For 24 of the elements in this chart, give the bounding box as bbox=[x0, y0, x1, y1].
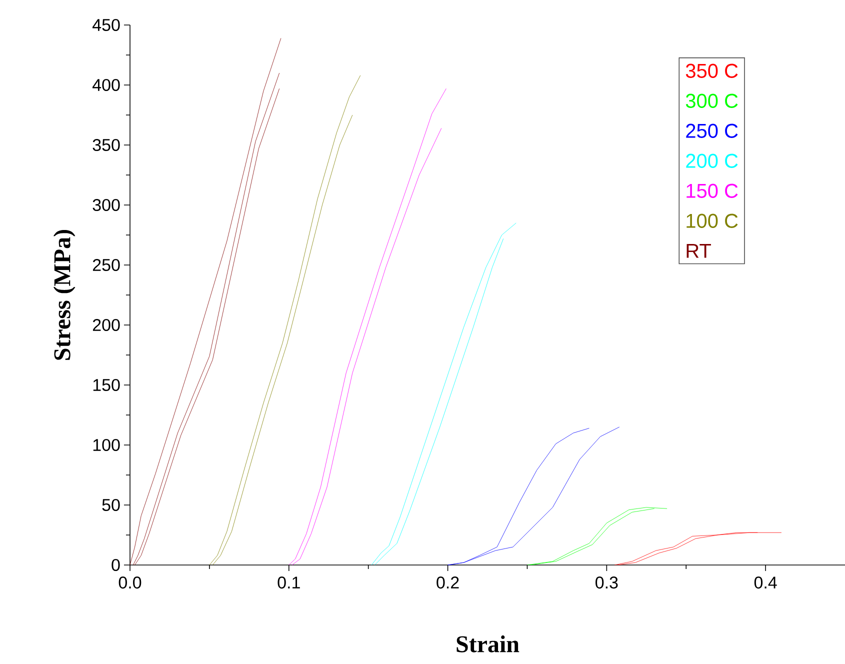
y-tick-label: 0 bbox=[112, 558, 120, 572]
y-tick-label: 200 bbox=[92, 318, 120, 332]
text: RT bbox=[686, 244, 711, 258]
text: 250 C bbox=[686, 124, 738, 138]
text: 100 C bbox=[686, 214, 738, 228]
text: 200 C bbox=[686, 154, 738, 168]
x-tick-label: 0.2 bbox=[436, 576, 459, 589]
x-tick-label: 0.4 bbox=[754, 576, 777, 589]
x-tick-label: 0.0 bbox=[118, 576, 142, 589]
text: 150 C bbox=[686, 184, 738, 198]
y-tick-label: 300 bbox=[92, 198, 120, 212]
y-tick-label: 400 bbox=[92, 78, 120, 92]
y-tick-label: 150 bbox=[93, 378, 120, 392]
x-tick-label: 0.3 bbox=[596, 576, 618, 589]
x-tick-label: 0.1 bbox=[278, 576, 300, 589]
y-tick-label: 250 bbox=[92, 258, 120, 272]
y-tick-label: 450 bbox=[92, 18, 120, 32]
y-axis-title: Stress (MPa) bbox=[53, 230, 76, 360]
y-tick-label: 100 bbox=[93, 438, 120, 452]
text: 300 C bbox=[686, 94, 738, 108]
y-tick-label: 50 bbox=[102, 498, 120, 512]
text: 350 C bbox=[686, 64, 738, 78]
y-tick-label: 350 bbox=[92, 138, 120, 152]
x-axis-title: Strain bbox=[456, 635, 520, 652]
